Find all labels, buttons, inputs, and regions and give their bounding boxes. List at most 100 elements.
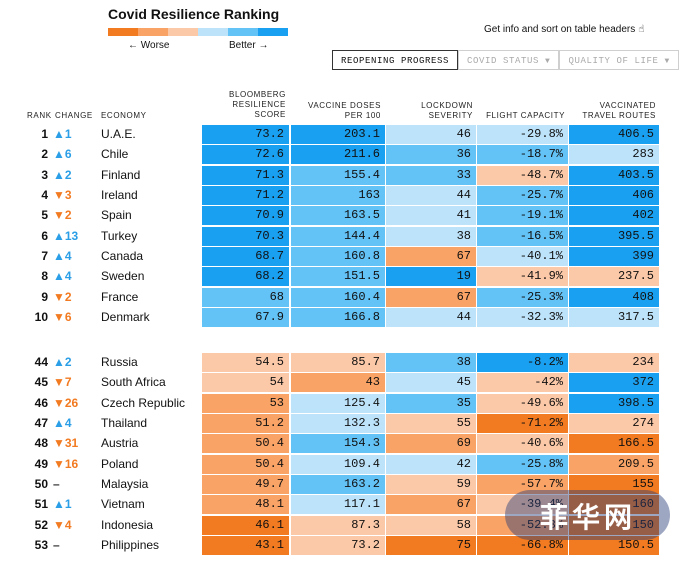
routes-cell: 398.5: [569, 393, 659, 413]
lock-cell: 42: [386, 454, 476, 474]
vax-cell: 117.1: [291, 495, 385, 515]
economy-cell: Thailand: [101, 416, 148, 431]
vax-cell: 166.8: [291, 308, 385, 328]
header-score[interactable]: BLOOMBERG RESILIENCE SCORE: [202, 90, 286, 120]
tab-reopening-progress[interactable]: REOPENING PROGRESS: [332, 50, 459, 70]
flight-cell: -25.8%: [477, 454, 568, 474]
routes-cell: 395.5: [569, 226, 659, 246]
routes-cell: 402: [569, 206, 659, 226]
lock-cell: 41: [386, 206, 476, 226]
header-routes[interactable]: VACCINATED TRAVEL ROUTES: [569, 101, 656, 121]
economy-cell: Ireland: [101, 188, 138, 203]
watermark-logo: 菲华网: [540, 501, 637, 534]
lock-cell: 46: [386, 125, 476, 144]
score-cell: 70.3: [202, 226, 289, 246]
economy-cell: Philippines: [101, 538, 160, 553]
score-cell: 67.9: [202, 308, 289, 328]
rank-cell: 51: [34, 497, 48, 512]
flight-cell: -25.7%: [477, 186, 568, 206]
economy-cell: Poland: [101, 456, 139, 471]
legend-better-label: Better: [229, 40, 256, 51]
tab-label: REOPENING PROGRESS: [341, 56, 450, 66]
score-cell: 48.1: [202, 495, 289, 515]
view-tabs: REOPENING PROGRESS COVID STATUS ▼ QUALITY…: [332, 50, 679, 70]
header-vaccine[interactable]: VACCINE DOSES PER 100: [291, 101, 381, 121]
lock-cell: 69: [386, 434, 476, 454]
lock-cell: 67: [386, 287, 476, 307]
table-row: 47 ▲4 Thailand 51.2 132.3 55 -71.2% 274: [0, 414, 680, 434]
routes-cell: 406.5: [569, 125, 659, 144]
score-cell: 54.5: [202, 353, 289, 372]
change-cell: ▼2: [53, 208, 72, 223]
flight-cell: -57.7%: [477, 475, 568, 495]
rank-cell: 1: [41, 127, 48, 141]
lock-cell: 59: [386, 475, 476, 495]
score-cell: 43.1: [202, 536, 289, 556]
flight-cell: -48.7%: [477, 165, 568, 185]
lock-cell: 67: [386, 495, 476, 515]
routes-cell: 150: [569, 515, 659, 535]
table-row: 45 ▼7 South Africa 54 43 45 -42% 372: [0, 373, 680, 393]
tab-quality-of-life[interactable]: QUALITY OF LIFE ▼: [559, 50, 679, 70]
header-change[interactable]: CHANGE: [55, 111, 93, 120]
vax-cell: 211.6: [291, 145, 385, 165]
routes-cell: 372: [569, 373, 659, 393]
tab-covid-status[interactable]: COVID STATUS ▼: [458, 50, 560, 70]
economy-cell: South Africa: [101, 375, 166, 390]
routes-cell: 274: [569, 414, 659, 434]
header-rank[interactable]: RANK: [27, 111, 52, 120]
economy-cell: Sweden: [101, 269, 145, 284]
change-cell: ▼6: [53, 310, 72, 325]
chart-title: Covid Resilience Ranking: [108, 6, 280, 22]
header-lockdown[interactable]: LOCKDOWN SEVERITY: [386, 101, 473, 121]
economy-cell: Vietnam: [101, 497, 145, 512]
economy-cell: Russia: [101, 355, 138, 369]
rank-cell: 3: [41, 167, 48, 182]
routes-cell: 406: [569, 186, 659, 206]
change-cell: ▲4: [53, 249, 72, 264]
change-cell: ▲4: [53, 416, 72, 431]
rank-cell: 2: [41, 147, 48, 162]
routes-cell: 317.5: [569, 308, 659, 328]
watermark-badge: [505, 490, 670, 540]
routes-cell: 403.5: [569, 165, 659, 185]
table-row: 6 ▲13 Turkey 70.3 144.4 38 -16.5% 395.5: [0, 226, 680, 246]
flight-cell: -40.1%: [477, 247, 568, 267]
score-cell: 50.4: [202, 434, 289, 454]
color-legend: [108, 28, 288, 36]
lock-cell: 55: [386, 414, 476, 434]
routes-cell: 237.5: [569, 267, 659, 287]
economy-cell: Canada: [101, 249, 144, 264]
header-economy[interactable]: ECONOMY: [101, 111, 147, 120]
vax-cell: 125.4: [291, 393, 385, 413]
header-line: PER 100: [344, 111, 381, 120]
header-line: TRAVEL ROUTES: [582, 111, 656, 120]
lock-cell: 44: [386, 186, 476, 206]
change-cell: ▲6: [53, 147, 72, 162]
vax-cell: 144.4: [291, 226, 385, 246]
table-row: 50– Malaysia 49.7 163.2 59 -57.7% 155: [0, 475, 680, 495]
score-cell: 73.2: [202, 125, 289, 144]
caret-down-icon: ▼: [664, 57, 670, 66]
routes-cell: 283: [569, 145, 659, 165]
table-row: 49 ▼16 Poland 50.4 109.4 42 -25.8% 209.5: [0, 454, 680, 474]
change-cell: –: [53, 538, 60, 553]
lock-cell: 38: [386, 353, 476, 372]
change-cell: ▲13: [53, 228, 79, 243]
vax-cell: 109.4: [291, 454, 385, 474]
legend-worse-label: Worse: [140, 40, 170, 51]
score-cell: 71.2: [202, 186, 289, 206]
header-line: LOCKDOWN: [421, 101, 473, 110]
header-flight[interactable]: FLIGHT CAPACITY: [477, 111, 565, 121]
rank-cell: 47: [34, 416, 48, 431]
table-row: 48 ▼31 Austria 50.4 154.3 69 -40.6% 166.5: [0, 434, 680, 454]
score-cell: 71.3: [202, 165, 289, 185]
routes-cell: 408: [569, 287, 659, 307]
rank-cell: 48: [34, 436, 48, 451]
legend-better: Better →: [229, 40, 268, 51]
flight-cell: -71.2%: [477, 414, 568, 434]
vax-cell: 203.1: [291, 125, 385, 144]
rank-cell: 53: [34, 538, 48, 553]
vax-cell: 85.7: [291, 353, 385, 372]
rank-cell: 10: [34, 310, 48, 325]
